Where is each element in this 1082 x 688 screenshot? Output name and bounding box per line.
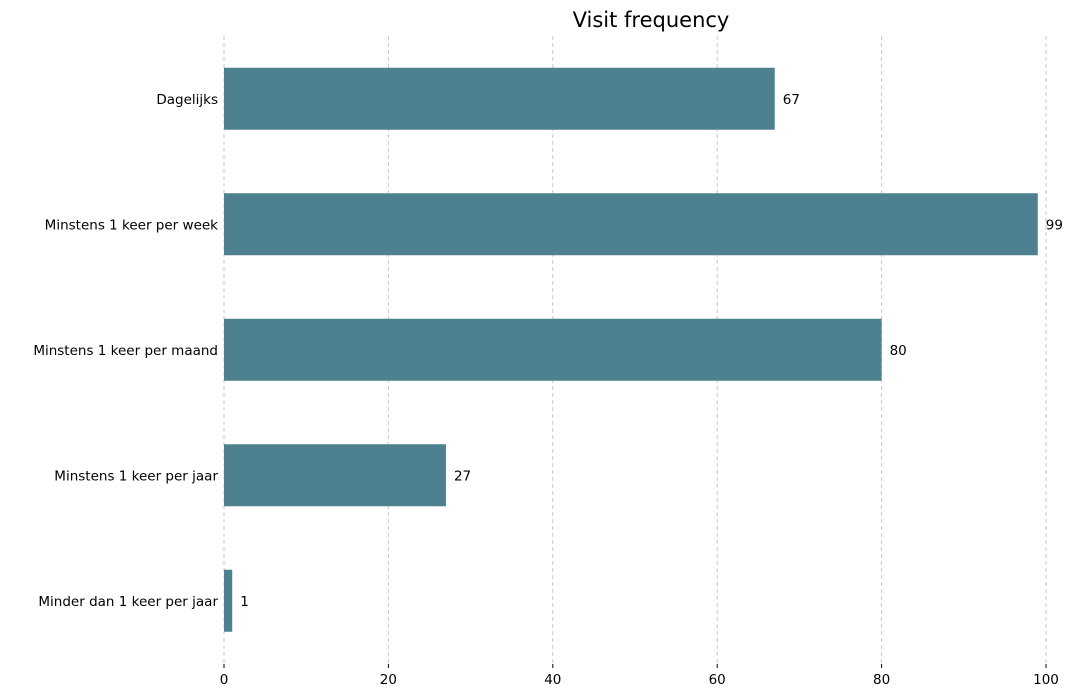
bar <box>224 444 446 507</box>
category-label: Dagelijks <box>156 92 218 108</box>
category-label: Minstens 1 keer per week <box>45 217 219 233</box>
bars <box>224 67 1038 632</box>
bar <box>224 318 882 381</box>
x-tick-label: 100 <box>1033 672 1059 688</box>
x-tick-label: 80 <box>873 672 890 688</box>
bar <box>224 569 233 632</box>
category-labels: Dagelijks Minstens 1 keer per week Minsten… <box>33 92 218 610</box>
data-label: 67 <box>783 92 800 108</box>
category-label: Minder dan 1 keer per jaar <box>38 594 218 610</box>
x-tick-label: 0 <box>220 672 229 688</box>
data-label: 27 <box>454 468 471 484</box>
data-label: 80 <box>890 343 907 359</box>
x-tick-label: 60 <box>709 672 726 688</box>
chart-title: Visit frequency <box>573 8 730 32</box>
x-tick-label: 40 <box>544 672 561 688</box>
category-label: Minstens 1 keer per jaar <box>54 468 218 484</box>
data-labels: 67 99 80 27 1 <box>240 92 1063 610</box>
bar <box>224 67 775 130</box>
x-tick-label: 20 <box>380 672 397 688</box>
data-label: 99 <box>1046 217 1063 233</box>
x-axis-ticks: 0 20 40 60 80 100 <box>220 664 1059 688</box>
bar <box>224 193 1038 256</box>
category-label: Minstens 1 keer per maand <box>33 343 218 359</box>
data-label: 1 <box>240 594 249 610</box>
